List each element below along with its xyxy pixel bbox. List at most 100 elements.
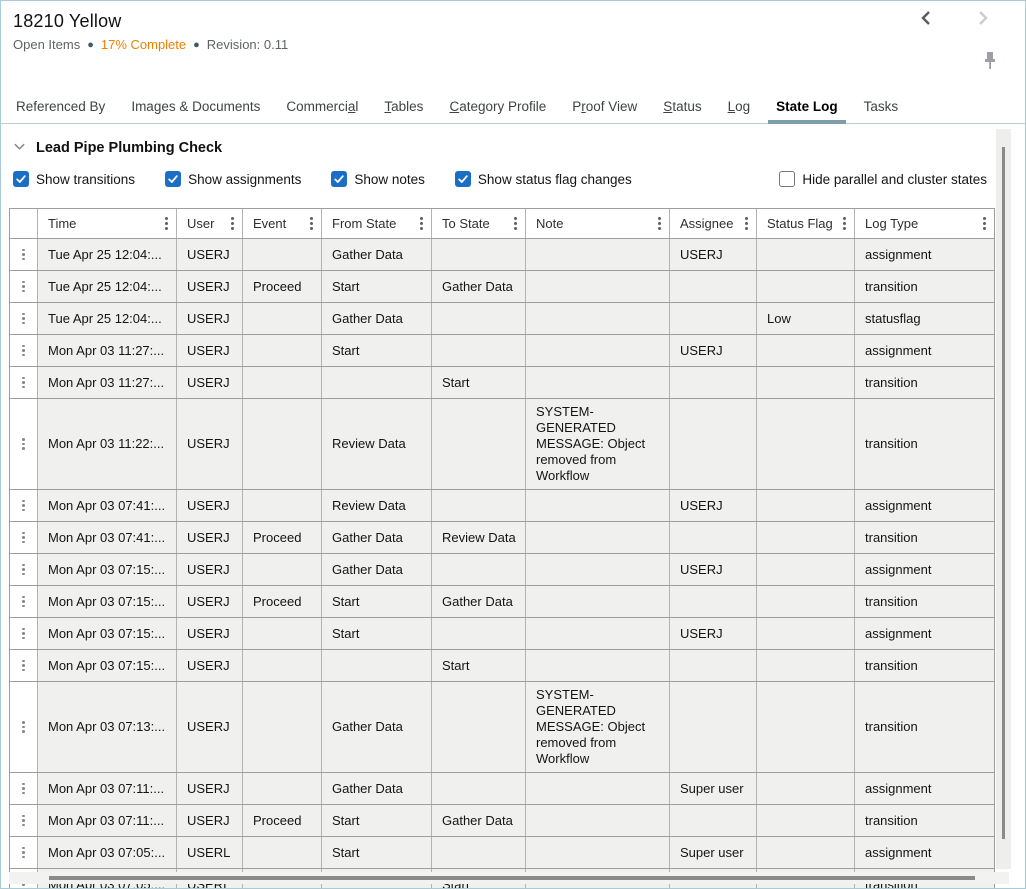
horizontal-scrollbar-thumb[interactable] [49,876,975,880]
accesskey-letter: r [581,99,586,114]
accesskey-letter: T [384,99,392,114]
tab-state-log[interactable]: State Log [763,91,851,124]
cell-note [526,303,670,334]
checkbox-show-status-flag-changes[interactable]: Show status flag changes [454,171,632,187]
cell-time: Tue Apr 25 12:04:... [38,303,177,334]
tab-tasks[interactable]: Tasks [863,99,899,114]
row-menu-button[interactable] [10,303,38,334]
pin-button[interactable] [979,49,1001,75]
tabs-scroll-right-button[interactable] [969,7,995,31]
cell-user: USERJ [177,303,243,334]
cell-assignee: USERJ [670,239,757,270]
row-menu-button[interactable] [10,618,38,649]
row-menu-button[interactable] [10,554,38,585]
row-menu-button[interactable] [10,239,38,270]
cell-log-type: assignment [855,335,994,366]
tab-referenced-by[interactable]: Referenced By [16,99,106,114]
kebab-menu-icon [22,563,25,576]
tab-proof-view[interactable]: Proof View [572,99,638,114]
cell-time: Mon Apr 03 07:15:... [38,586,177,617]
kebab-menu-icon [22,627,25,640]
cell-time: Mon Apr 03 07:11:... [38,805,177,836]
cell-from-state: Gather Data [322,239,432,270]
cell-note [526,367,670,398]
kebab-menu-icon [165,217,168,230]
cell-to-state [432,837,526,868]
kebab-menu-icon [22,721,25,733]
row-menu-button[interactable] [10,271,38,302]
tab-images-documents[interactable]: Images & Documents [131,99,261,114]
column-header-log-type[interactable]: Log Type [855,209,994,238]
cell-to-state: Gather Data [432,271,526,302]
checkbox-show-assignments[interactable]: Show assignments [165,171,301,187]
cell-user: USERL [177,837,243,868]
cell-note [526,805,670,836]
cell-to-state: Gather Data [432,805,526,836]
table-row: Mon Apr 03 11:27:... USERJ Start transition [10,367,994,399]
tab-commercial[interactable]: Commercial [286,99,359,114]
vertical-scrollbar-thumb[interactable] [1002,147,1005,839]
column-header-event[interactable]: Event [243,209,322,238]
row-menu-button[interactable] [10,682,38,772]
state-log-panel: Lead Pipe Plumbing Check Show transition… [1,125,1025,888]
cell-from-state: Start [322,271,432,302]
tab-tables[interactable]: Tables [384,99,424,114]
accesskey-letter: S [663,99,673,114]
cell-from-state [322,367,432,398]
kebab-menu-icon [514,217,517,230]
cell-user: USERJ [177,490,243,521]
kebab-menu-icon [231,217,234,230]
cell-time: Mon Apr 03 11:22:... [38,399,177,489]
tab-log[interactable]: Log [727,99,751,114]
row-menu-button[interactable] [10,837,38,868]
row-menu-button[interactable] [10,805,38,836]
cell-note [526,586,670,617]
column-header-from-state[interactable]: From State [322,209,432,238]
cell-note [526,271,670,302]
kebab-menu-icon [22,344,25,357]
checkbox-hide-parallel-and-cluster-states[interactable]: Hide parallel and cluster states [779,171,987,187]
checkbox-show-transitions[interactable]: Show transitions [13,171,135,187]
column-header-assignee[interactable]: Assignee [670,209,757,238]
cell-event [243,490,322,521]
cell-status-flag [757,335,855,366]
row-menu-button[interactable] [10,490,38,521]
tabs-scroll-left-button[interactable] [913,7,939,31]
cell-note [526,773,670,804]
cell-user: USERJ [177,522,243,553]
table-row: Mon Apr 03 07:41:... USERJ Proceed Gather D… [10,522,994,554]
tab-status[interactable]: Status [663,99,702,114]
row-menu-button[interactable] [10,773,38,804]
column-header-time[interactable]: Time [38,209,177,238]
section-collapse-button[interactable] [11,140,27,156]
column-header-to-state[interactable]: To State [432,209,526,238]
column-header-user[interactable]: User [177,209,243,238]
kebab-menu-icon [22,248,25,261]
cell-from-state: Start [322,837,432,868]
view-options: Show transitions Show assignments Show not… [13,171,1013,187]
row-menu-button[interactable] [10,367,38,398]
tab-category-profile[interactable]: Category Profile [449,99,547,114]
vertical-scrollbar[interactable] [996,129,1011,869]
page-title: 18210 Yellow [13,11,122,31]
row-menu-button[interactable] [10,335,38,366]
table-body: Tue Apr 25 12:04:... USERJ Gather Data USER… [10,239,994,888]
cell-to-state [432,554,526,585]
cell-to-state [432,682,526,772]
cell-to-state [432,618,526,649]
cell-log-type: transition [855,399,994,489]
horizontal-scrollbar[interactable] [9,872,1009,884]
row-menu-button[interactable] [10,586,38,617]
column-header-status-flag[interactable]: Status Flag [757,209,855,238]
cell-assignee [670,586,757,617]
column-header-note[interactable]: Note [526,209,670,238]
cell-from-state: Gather Data [322,303,432,334]
cell-event [243,239,322,270]
row-menu-button[interactable] [10,522,38,553]
row-menu-button[interactable] [10,650,38,681]
cell-time: Tue Apr 25 12:04:... [38,271,177,302]
checkbox-show-notes[interactable]: Show notes [331,171,425,187]
row-menu-button[interactable] [10,399,38,489]
cell-status-flag [757,271,855,302]
